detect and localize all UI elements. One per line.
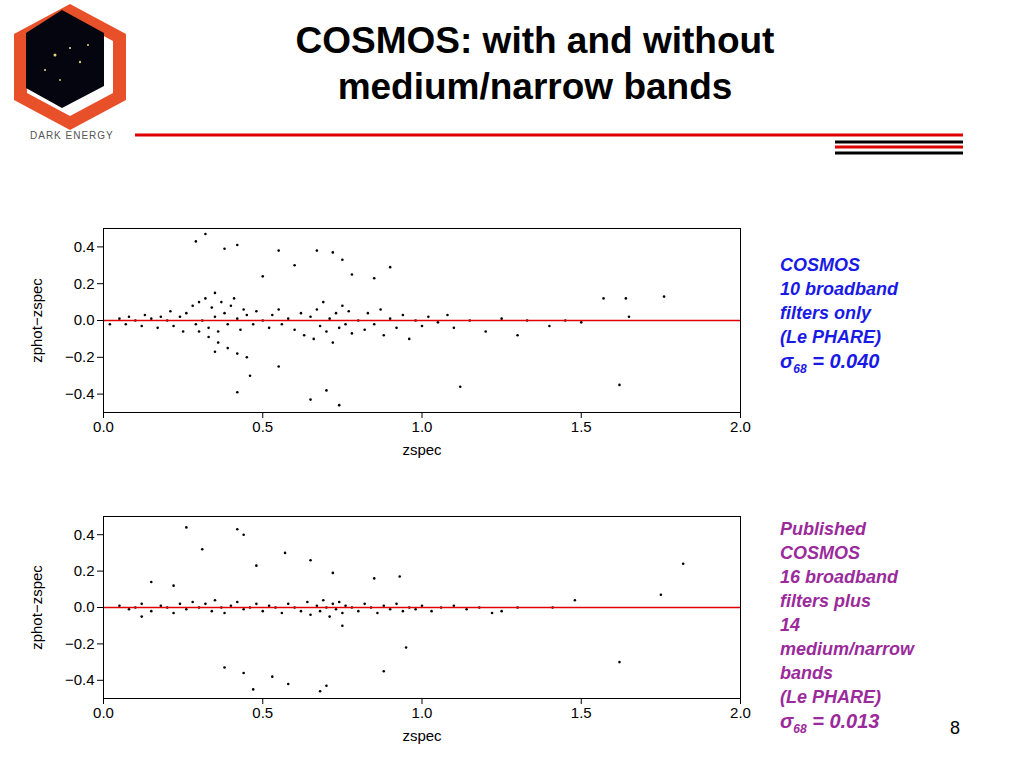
html-text:10 broadband: 10 broadband <box>780 279 898 299</box>
html-text:COSMOS: with and without: COSMOS: with and without <box>295 20 775 61</box>
svg-text:2.0: 2.0 <box>730 704 751 721</box>
svg-text:0.4: 0.4 <box>74 526 95 543</box>
html-text:medium/narrow: medium/narrow <box>780 639 914 659</box>
html-text:bands: bands <box>780 663 833 683</box>
svg-text:0.2: 0.2 <box>74 275 95 292</box>
svg-text:0.5: 0.5 <box>252 418 273 435</box>
html-text:σ68= 0.040: σ68= 0.040 <box>780 350 880 376</box>
html-text:DARK ENERGY: DARK ENERGY <box>30 130 114 141</box>
svg-text:1.5: 1.5 <box>571 704 592 721</box>
html-text:14: 14 <box>780 615 800 635</box>
svg-text:0.0: 0.0 <box>93 704 114 721</box>
html-text:8: 8 <box>950 718 960 738</box>
svg-text:0.0: 0.0 <box>74 311 95 328</box>
svg-text:zphot−zspec: zphot−zspec <box>28 565 45 650</box>
html-text:Published: Published <box>780 519 866 539</box>
svg-text:zspec: zspec <box>402 727 442 744</box>
svg-text:0.5: 0.5 <box>252 704 273 721</box>
html-text:filters plus: filters plus <box>780 591 871 611</box>
svg-text:−0.2: −0.2 <box>65 348 95 365</box>
svg-text:1.0: 1.0 <box>412 704 433 721</box>
svg-text:−0.2: −0.2 <box>65 635 95 652</box>
svg-text:0.4: 0.4 <box>74 238 95 255</box>
html-text:COSMOS: COSMOS <box>780 255 860 275</box>
html-text:medium/narrow bands: medium/narrow bands <box>337 66 733 107</box>
svg-text:zphot−zspec: zphot−zspec <box>28 278 45 363</box>
svg-text:1.5: 1.5 <box>571 418 592 435</box>
html-text:(Le PHARE): (Le PHARE) <box>780 687 881 707</box>
svg-text:zspec: zspec <box>402 441 442 458</box>
svg-text:0.0: 0.0 <box>93 418 114 435</box>
svg-text:−0.4: −0.4 <box>65 385 95 402</box>
html-text:filters only: filters only <box>780 303 871 323</box>
html-text:σ68= 0.013: σ68= 0.013 <box>780 710 880 736</box>
html-text:16 broadband: 16 broadband <box>780 567 898 587</box>
svg-text:0.0: 0.0 <box>74 598 95 615</box>
svg-text:1.0: 1.0 <box>412 418 433 435</box>
svg-text:−0.4: −0.4 <box>65 671 95 688</box>
html-text:COSMOS: COSMOS <box>780 543 860 563</box>
svg-text:2.0: 2.0 <box>730 418 751 435</box>
html-text:(Le PHARE): (Le PHARE) <box>780 327 881 347</box>
svg-text:0.2: 0.2 <box>74 562 95 579</box>
